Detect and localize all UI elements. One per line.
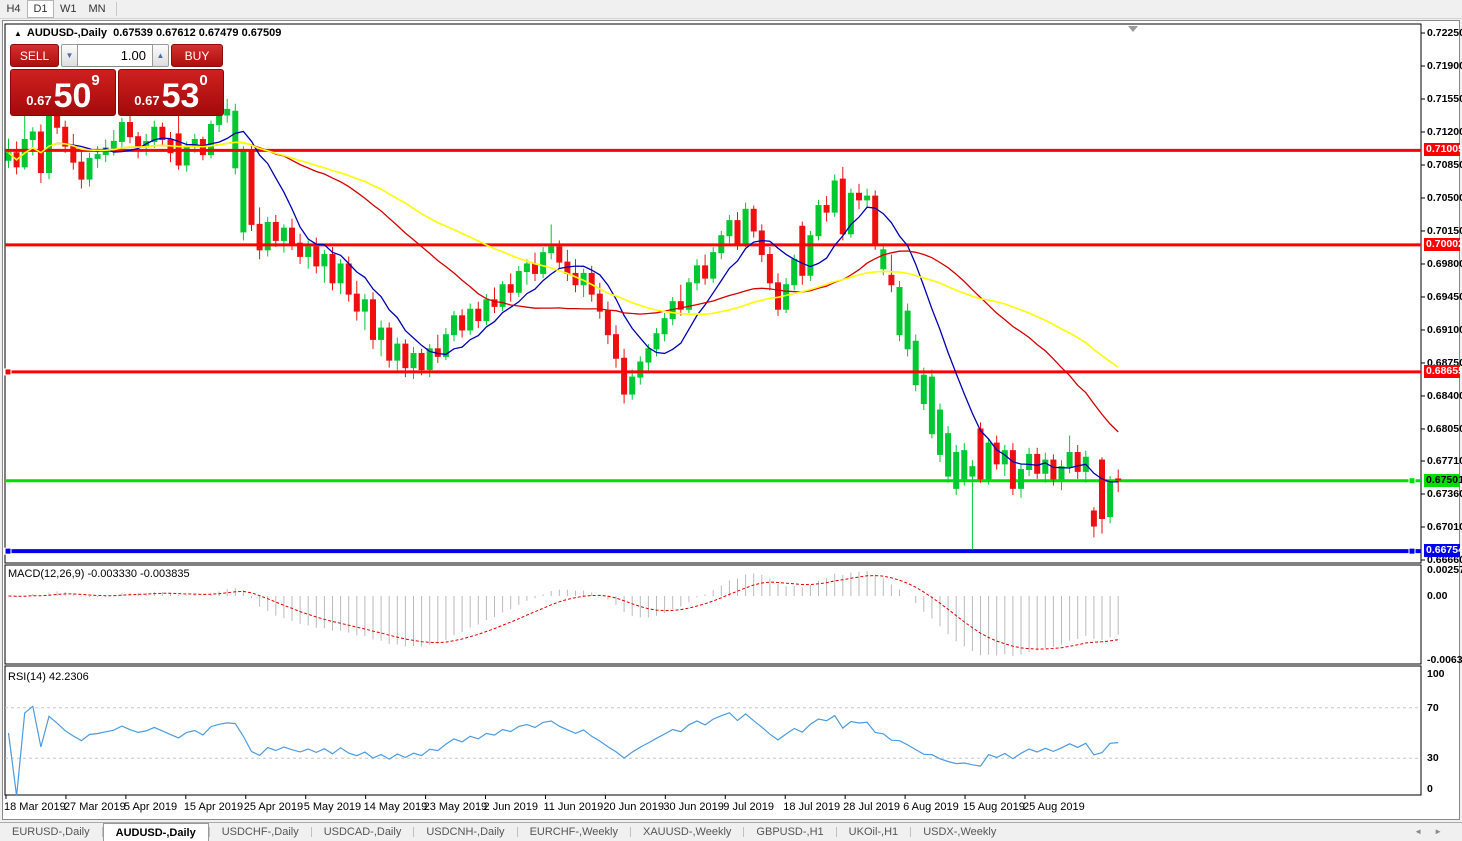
symbol-tab-ukoil[interactable]: UKOil-,H1	[848, 826, 899, 838]
chart-window	[2, 20, 1460, 820]
sell-price-big-digits: 50	[53, 76, 92, 115]
price-line-tag: 0.71005	[1424, 143, 1462, 157]
symbol-tab-usdcnh[interactable]: USDCNH-,Daily	[426, 826, 505, 838]
price-axis-label: 0.69450	[1427, 290, 1462, 303]
date-axis-label: 11 Jun 2019	[543, 801, 604, 813]
date-axis-label: 15 Aug 2019	[963, 801, 1025, 813]
tab-scroll-arrows[interactable]: ◄►	[1414, 826, 1454, 836]
date-axis-label: 23 May 2019	[423, 801, 488, 813]
tab-separator	[835, 827, 837, 837]
buy-price-pipette: 0	[199, 72, 208, 89]
price-axis-label: 0.69100	[1427, 323, 1462, 336]
macd-axis-label: 0.002574	[1427, 564, 1462, 576]
symbol-tab-usdx[interactable]: USDX-,Weekly	[923, 826, 997, 838]
chart-ohlc-values: 0.67539 0.67612 0.67479 0.67509	[113, 27, 282, 39]
price-axis-label: 0.71200	[1427, 125, 1462, 138]
price-axis-label: 0.67360	[1427, 488, 1462, 500]
chart-title: ▲ AUDUSD-,Daily 0.67539 0.67612 0.67479 0…	[14, 27, 281, 39]
price-axis-label: 0.70500	[1427, 191, 1462, 204]
price-axis-label: 0.67010	[1427, 521, 1462, 533]
buy-price-panel[interactable]: 0.67 53 0	[118, 69, 224, 116]
buy-price-prefix: 0.67	[134, 93, 160, 108]
rsi-indicator-label: RSI(14) 42.2306	[8, 671, 89, 683]
chart-symbol-label: AUDUSD-,Daily	[26, 27, 107, 39]
date-axis-label: 2 Jun 2019	[483, 801, 538, 813]
sell-price-panel[interactable]: 0.67 50 9	[10, 69, 116, 116]
symbol-tab-audusd[interactable]: AUDUSD-,Daily	[102, 823, 209, 841]
date-axis-label: 6 Aug 2019	[903, 801, 959, 813]
price-axis-label: 0.69800	[1427, 257, 1462, 270]
tab-separator	[101, 827, 103, 837]
price-axis-label: 0.70850	[1427, 158, 1462, 171]
date-axis-label: 20 Jun 2019	[603, 801, 664, 813]
sell-button[interactable]: SELL	[10, 44, 59, 67]
tab-separator	[516, 827, 518, 837]
date-axis-label: 15 Apr 2019	[183, 801, 244, 813]
tab-separator	[743, 827, 745, 837]
date-axis-label: 5 Apr 2019	[123, 801, 178, 813]
price-axis-label: 0.71550	[1427, 92, 1462, 105]
date-axis-label: 28 Jul 2019	[843, 801, 901, 813]
date-axis-label: 27 Mar 2019	[63, 801, 126, 813]
rsi-axis-label: 100	[1427, 668, 1445, 680]
timeframe-button-mn[interactable]: MN	[88, 3, 106, 15]
tab-separator	[910, 827, 912, 837]
date-axis-label: 25 Aug 2019	[1022, 801, 1085, 813]
timeframe-button-d1[interactable]: D1	[27, 0, 54, 18]
price-axis-label: 0.68400	[1427, 389, 1462, 402]
price-axis-label: 0.72250	[1427, 27, 1462, 39]
price-axis-label: 0.70150	[1427, 224, 1462, 237]
symbol-tab-usdcad[interactable]: USDCAD-,Daily	[323, 826, 402, 838]
date-axis-label: 9 Jul 2019	[723, 801, 775, 813]
tab-separator	[208, 827, 210, 837]
toolbar-separator	[115, 2, 117, 16]
price-axis-label: 0.68050	[1427, 422, 1462, 435]
symbol-tab-gbpusd[interactable]: GBPUSD-,H1	[756, 826, 824, 838]
symbol-tab-eurchf[interactable]: EURCHF-,Weekly	[529, 826, 618, 838]
rsi-axis-label: 30	[1427, 752, 1439, 765]
one-click-trade-panel: SELL ▼ ▲ BUY 0.67 50 9 0.67 53 0	[10, 44, 224, 116]
date-axis-label: 18 Mar 2019	[4, 801, 66, 813]
date-axis-label: 18 Jul 2019	[783, 801, 841, 813]
price-line-tag: 0.67501	[1424, 473, 1462, 487]
timeframe-button-w1[interactable]: W1	[60, 3, 77, 15]
tab-separator	[310, 827, 312, 837]
price-line-tag: 0.68655	[1424, 364, 1462, 378]
date-axis-label: 30 Jun 2019	[663, 801, 724, 813]
macd-indicator-label: MACD(12,26,9) -0.003330 -0.003835	[8, 568, 190, 580]
sell-price-prefix: 0.67	[26, 93, 52, 108]
date-axis-label: 14 May 2019	[363, 801, 428, 813]
buy-price-big-digits: 53	[161, 76, 200, 115]
date-axis-label: 25 Apr 2019	[243, 801, 304, 813]
timeframe-toolbar: H4 D1 W1 MN	[0, 0, 1462, 19]
symbol-tab-bar: EURUSD-,Daily AUDUSD-,Daily USDCHF-,Daily U…	[0, 822, 1462, 841]
symbol-tab-eurusd[interactable]: EURUSD-,Daily	[12, 826, 90, 838]
tab-separator	[629, 827, 631, 837]
symbol-tab-usdchf[interactable]: USDCHF-,Daily	[221, 826, 299, 838]
buy-button[interactable]: BUY	[171, 44, 223, 67]
symbol-tab-xauusd[interactable]: XAUUSD-,Weekly	[642, 826, 732, 838]
price-line-tag: 0.70002	[1424, 237, 1462, 251]
macd-axis-label: -0.006326	[1427, 653, 1462, 666]
date-axis-label: 5 May 2019	[303, 801, 362, 813]
volume-increase-button[interactable]: ▲	[152, 44, 169, 67]
sell-price-pipette: 9	[91, 72, 100, 89]
volume-decrease-button[interactable]: ▼	[61, 44, 78, 67]
rsi-axis-label: 0	[1427, 783, 1433, 795]
collapse-arrow-icon[interactable]: ▲	[14, 29, 22, 38]
tab-scroll-right-icon[interactable]: ►	[1434, 827, 1454, 836]
price-axis-label: 0.71900	[1427, 59, 1462, 72]
timeframe-button-h4[interactable]: H4	[6, 3, 21, 15]
price-line-tag: 0.66754	[1424, 544, 1462, 558]
price-axis-label: 0.67710	[1427, 455, 1462, 467]
rsi-axis-label: 70	[1427, 701, 1439, 714]
tab-scroll-left-icon[interactable]: ◄	[1414, 827, 1435, 836]
tab-separator	[413, 827, 415, 837]
volume-input[interactable]	[78, 44, 152, 67]
macd-axis-label: 0.00	[1427, 590, 1448, 602]
